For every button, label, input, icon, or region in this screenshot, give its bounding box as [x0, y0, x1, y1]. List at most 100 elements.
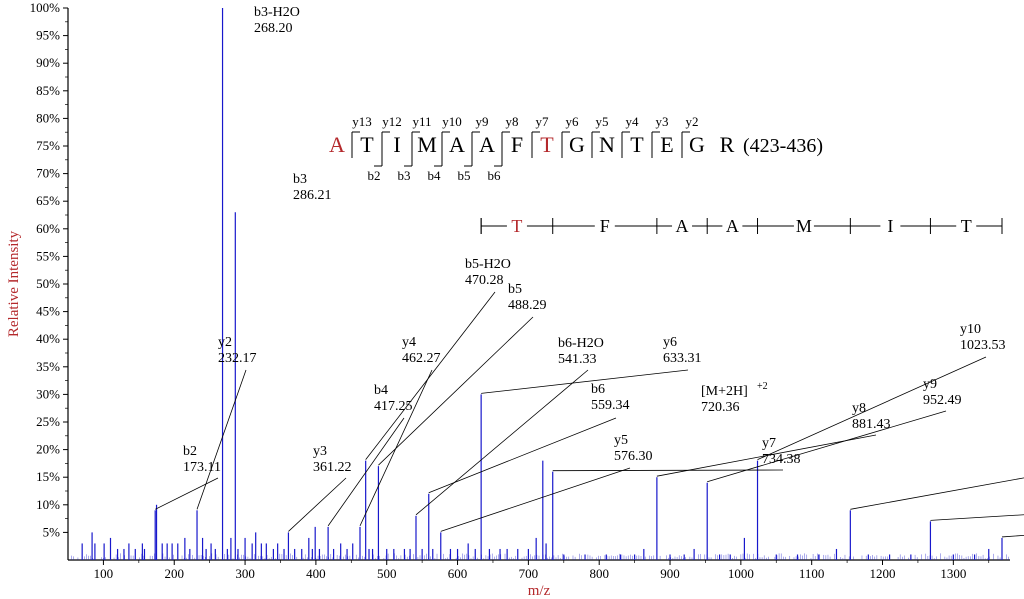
y-tick-label: 15% — [36, 469, 60, 484]
sequence-letter: E — [660, 132, 673, 157]
sequence-letter: T — [540, 132, 554, 157]
fragment-letter: T — [961, 216, 972, 236]
x-tick-label: 600 — [448, 566, 468, 581]
svg-text:y5: y5 — [614, 433, 628, 448]
svg-text:b6: b6 — [591, 382, 605, 397]
svg-text:470.28: 470.28 — [465, 273, 504, 288]
y-tick-label: 65% — [36, 193, 60, 208]
y-tick-label: 55% — [36, 248, 60, 263]
fragment-letter: I — [887, 216, 893, 236]
y-tick-label: 50% — [36, 276, 60, 291]
svg-text:576.30: 576.30 — [614, 449, 653, 464]
y-ion-label: y11 — [412, 114, 431, 129]
svg-text:y7: y7 — [762, 436, 776, 451]
b-ion-label: b5 — [458, 168, 471, 183]
x-tick-label: 300 — [235, 566, 255, 581]
y-tick-label: 5% — [43, 524, 61, 539]
y-tick-label: 20% — [36, 442, 60, 457]
fragment-letter: T — [511, 216, 522, 236]
svg-text:232.17: 232.17 — [218, 351, 257, 366]
y-tick-label: 45% — [36, 304, 60, 319]
svg-text:y4: y4 — [402, 335, 416, 350]
x-tick-label: 400 — [306, 566, 326, 581]
y-tick-label: 90% — [36, 55, 60, 70]
svg-text:488.29: 488.29 — [508, 298, 547, 313]
svg-text:b3: b3 — [293, 172, 307, 187]
svg-text:559.34: 559.34 — [591, 398, 630, 413]
sequence-letter: I — [393, 132, 400, 157]
y-tick-label: 35% — [36, 359, 60, 374]
svg-text:361.22: 361.22 — [313, 460, 352, 475]
x-tick-label: 1200 — [870, 566, 896, 581]
y-ion-label: y13 — [352, 114, 372, 129]
svg-text:b3-H2O: b3-H2O — [254, 5, 300, 20]
b-ion-label: b3 — [398, 168, 411, 183]
sequence-letter: M — [417, 132, 437, 157]
b-ion-label: b4 — [428, 168, 442, 183]
y-tick-label: 75% — [36, 138, 60, 153]
svg-text:b5-H2O: b5-H2O — [465, 257, 511, 272]
svg-text:b2: b2 — [183, 444, 197, 459]
svg-text:720.36: 720.36 — [701, 400, 740, 415]
sequence-letter: G — [569, 132, 585, 157]
sequence-letter: A — [479, 132, 495, 157]
y-ion-label: y8 — [506, 114, 519, 129]
svg-text:y10: y10 — [960, 322, 981, 337]
y-ion-label: y3 — [656, 114, 669, 129]
svg-text:462.27: 462.27 — [402, 351, 441, 366]
svg-text:633.31: 633.31 — [663, 351, 702, 366]
y-ion-label: y9 — [476, 114, 489, 129]
svg-text:881.43: 881.43 — [852, 417, 891, 432]
x-tick-label: 500 — [377, 566, 397, 581]
fragment-letter: F — [600, 216, 610, 236]
x-tick-label: 100 — [94, 566, 114, 581]
fragment-letter: A — [726, 216, 739, 236]
y-tick-label: 100% — [30, 0, 61, 15]
svg-text:+2: +2 — [757, 381, 768, 392]
sequence-letter: N — [599, 132, 615, 157]
y-tick-label: 95% — [36, 28, 60, 43]
svg-text:y2: y2 — [218, 335, 232, 350]
b-ion-label: b6 — [488, 168, 502, 183]
sequence-letter: T — [630, 132, 644, 157]
x-tick-label: 200 — [164, 566, 184, 581]
x-tick-label: 1100 — [799, 566, 825, 581]
svg-text:[M+2H]: [M+2H] — [701, 384, 748, 399]
sequence-letter: F — [511, 132, 523, 157]
sequence-range: (423-436) — [743, 135, 823, 157]
fragment-letter: M — [796, 216, 812, 236]
b-ion-label: b2 — [368, 168, 381, 183]
sequence-letter: A — [449, 132, 465, 157]
y-tick-label: 80% — [36, 110, 60, 125]
y-tick-label: 70% — [36, 166, 60, 181]
svg-text:b5: b5 — [508, 282, 522, 297]
svg-text:y3: y3 — [313, 444, 327, 459]
x-axis-label: m/z — [528, 583, 551, 599]
mass-spectrum-chart: 5% 10% 15% 20% 25% 30% 35% 40% 45% 50% 55% 60% 65% 70… — [0, 0, 1024, 599]
y-tick-label: 10% — [36, 497, 60, 512]
sequence-letter: R — [720, 132, 735, 157]
y-ion-label: y2 — [686, 114, 699, 129]
sequence-letter: T — [360, 132, 374, 157]
svg-text:y6: y6 — [663, 335, 677, 350]
y-tick-label: 85% — [36, 83, 60, 98]
y-ion-label: y12 — [382, 114, 402, 129]
y-ion-label: y4 — [626, 114, 640, 129]
sequence-letter: A — [329, 132, 345, 157]
svg-text:952.49: 952.49 — [923, 393, 962, 408]
y-ion-label: y10 — [442, 114, 462, 129]
svg-text:268.20: 268.20 — [254, 21, 293, 36]
svg-text:541.33: 541.33 — [558, 352, 597, 367]
y-axis-label: Relative Intensity — [6, 230, 22, 337]
y-ion-label: y6 — [566, 114, 580, 129]
y-tick-label: 40% — [36, 331, 60, 346]
svg-text:173.11: 173.11 — [183, 460, 221, 475]
y-tick-label: 25% — [36, 414, 60, 429]
svg-text:1023.53: 1023.53 — [960, 338, 1006, 353]
sequence-letter: G — [689, 132, 705, 157]
y-tick-label: 60% — [36, 221, 60, 236]
x-tick-label: 700 — [519, 566, 539, 581]
svg-text:b6-H2O: b6-H2O — [558, 336, 604, 351]
y-tick-label: 30% — [36, 386, 60, 401]
y-ion-label: y7 — [536, 114, 550, 129]
